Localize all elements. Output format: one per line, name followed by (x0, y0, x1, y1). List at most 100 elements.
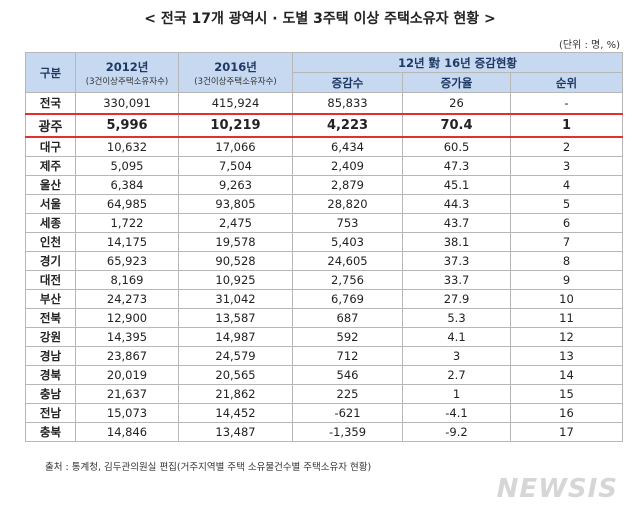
header-cell: 구분 (25, 52, 76, 93)
header-note: (3건이상주택소유자수) (85, 76, 169, 87)
value-cell: 13 (510, 346, 623, 366)
value-cell: 85,833 (292, 92, 403, 115)
table-body: 전국 330,091 415,924 85,833 26- 광주 5,996 10,219 4,… (25, 92, 623, 442)
value-cell: 19,578 (178, 232, 293, 252)
title: < 전국 17개 광역시 · 도별 3주택 이상 주택소유자 현황 > (144, 11, 496, 27)
value-cell: 2,756 (292, 270, 403, 290)
value-cell: -1,359 (292, 422, 403, 442)
region-cell: 전남 (25, 403, 76, 423)
value-cell: 38.1 (402, 232, 511, 252)
table-row: 충남 21,637 21,862 225 1 15 (25, 384, 623, 404)
header-label: 2016년 (214, 59, 257, 74)
value-cell: 90,528 (178, 251, 293, 271)
value-cell: -4.1 (402, 403, 511, 423)
header-cell: 증가율 (402, 72, 511, 93)
value-cell: 17 (510, 422, 623, 442)
value-cell: 10 (510, 289, 623, 309)
value-cell: 13,487 (178, 422, 293, 442)
value-cell: 10,219 (178, 113, 293, 138)
table-row: 대전 8,169 10,925 2,756 33.7 9 (25, 270, 623, 290)
data-table: 구분 2012년 (3건이상주택소유자수) 2016년 (3건이상주택소유자수) 1… (25, 52, 623, 442)
table-row: 강원 14,395 14,987 592 4.1 12 (25, 327, 623, 347)
value-cell: 10,632 (75, 136, 179, 157)
header-row: 증감수 증가율 순위 (26, 72, 623, 93)
value-cell: 16 (510, 403, 623, 423)
table-row: 경남 23,867 24,579 712 3 13 (25, 346, 623, 366)
value-cell: 20,019 (75, 365, 179, 385)
value-cell: 753 (292, 213, 403, 233)
value-cell: 1 (402, 384, 511, 404)
value-cell: 15,073 (75, 403, 179, 423)
table-header: 구분 2012년 (3건이상주택소유자수) 2016년 (3건이상주택소유자수) 1… (25, 52, 623, 93)
region-cell: 광주 (25, 113, 76, 138)
value-cell: 31,042 (178, 289, 293, 309)
value-cell: 21,637 (75, 384, 179, 404)
region-cell: 경북 (25, 365, 76, 385)
table-row: 전남 15,073 14,452 -621 -4.1 16 (25, 403, 623, 423)
value-cell: 14,452 (178, 403, 293, 423)
value-cell: 12,900 (75, 308, 179, 328)
table-row: 충북 14,846 13,487 -1,359 -9.2 17 (25, 422, 623, 442)
value-cell: 2 (510, 136, 623, 157)
value-cell: 93,805 (178, 194, 293, 214)
value-cell: 6,384 (75, 175, 179, 195)
value-cell: 2,409 (292, 156, 403, 176)
region-cell: 경기 (25, 251, 76, 271)
table-row: 제주 5,095 7,504 2,409 47.3 3 (25, 156, 623, 176)
value-cell: 5,403 (292, 232, 403, 252)
value-cell: 687 (292, 308, 403, 328)
value-cell: 330,091 (75, 92, 179, 115)
region-cell: 대구 (25, 136, 76, 157)
value-cell: - (510, 92, 623, 115)
value-cell: 24,605 (292, 251, 403, 271)
value-cell: 20,565 (178, 365, 293, 385)
header-cell: 2016년 (3건이상주택소유자수) (178, 52, 293, 93)
value-cell: 26 (402, 92, 511, 115)
region-cell: 부산 (25, 289, 76, 309)
region-cell: 인천 (25, 232, 76, 252)
value-cell: 14,395 (75, 327, 179, 347)
value-cell: 8,169 (75, 270, 179, 290)
value-cell: 9 (510, 270, 623, 290)
table-row: 경기 65,923 90,528 24,605 37.3 8 (25, 251, 623, 271)
region-cell: 울산 (25, 175, 76, 195)
region-cell: 세종 (25, 213, 76, 233)
region-cell: 제주 (25, 156, 76, 176)
table-row: 경북 20,019 20,565 546 2.7 14 (25, 365, 623, 385)
value-cell: 45.1 (402, 175, 511, 195)
value-cell: 65,923 (75, 251, 179, 271)
value-cell: 3 (402, 346, 511, 366)
value-cell: 4,223 (292, 113, 403, 138)
value-cell: 2.7 (402, 365, 511, 385)
region-cell: 경남 (25, 346, 76, 366)
value-cell: 9,263 (178, 175, 293, 195)
value-cell: 23,867 (75, 346, 179, 366)
value-cell: 11 (510, 308, 623, 328)
value-cell: 60.5 (402, 136, 511, 157)
header-cell: 12년 對 16년 증감현황 (292, 52, 623, 73)
header-cell: 증감수 (292, 72, 403, 93)
value-cell: 546 (292, 365, 403, 385)
value-cell: 70.4 (402, 113, 511, 138)
value-cell: 5,996 (75, 113, 179, 138)
value-cell: 47.3 (402, 156, 511, 176)
table-row: 전북 12,900 13,587 687 5.3 11 (25, 308, 623, 328)
value-cell: 12 (510, 327, 623, 347)
region-cell: 전북 (25, 308, 76, 328)
header-row: 구분 2012년 (3건이상주택소유자수) 2016년 (3건이상주택소유자수) 1… (25, 52, 623, 93)
value-cell: 5 (510, 194, 623, 214)
value-cell: 27.9 (402, 289, 511, 309)
value-cell: 7,504 (178, 156, 293, 176)
region-cell: 충북 (25, 422, 76, 442)
value-cell: 14,175 (75, 232, 179, 252)
value-cell: 415,924 (178, 92, 293, 115)
table-row: 서울 64,985 93,805 28,820 44.3 5 (25, 194, 623, 214)
value-cell: 14 (510, 365, 623, 385)
table-row: 광주 5,996 10,219 4,223 70.4 1 (25, 113, 623, 138)
value-cell: 37.3 (402, 251, 511, 271)
value-cell: 5,095 (75, 156, 179, 176)
value-cell: 712 (292, 346, 403, 366)
table-row: 울산 6,384 9,263 2,879 45.1 4 (25, 175, 623, 195)
source-note: 출처 : 통계청, 김두관의원실 편집(거주지역별 주택 소유물건수별 주택소유… (45, 462, 372, 473)
